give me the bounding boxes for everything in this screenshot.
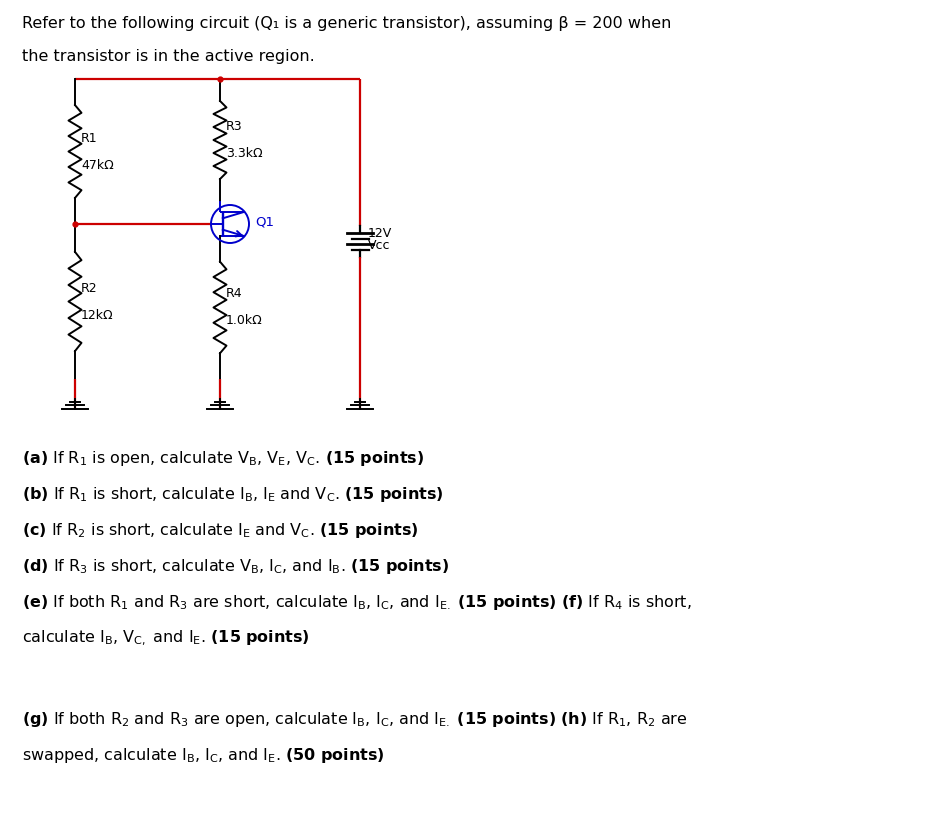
Text: 12V: 12V [368,227,392,240]
Text: 1.0kΩ: 1.0kΩ [226,314,263,328]
Text: 47kΩ: 47kΩ [81,158,113,172]
Text: Vcc: Vcc [368,239,390,252]
Text: 12kΩ: 12kΩ [81,309,113,321]
Text: calculate I$_\mathrm{B}$, V$_\mathrm{C,}$ and I$_\mathrm{E}$. $\mathbf{(15\ poin: calculate I$_\mathrm{B}$, V$_\mathrm{C,}… [22,629,310,648]
Text: Q1: Q1 [255,215,274,229]
Text: 3.3kΩ: 3.3kΩ [226,147,263,160]
Text: the transistor is in the active region.: the transistor is in the active region. [22,49,315,64]
Text: Refer to the following circuit (Q₁ is a generic transistor), assuming β = 200 wh: Refer to the following circuit (Q₁ is a … [22,16,672,31]
Text: R4: R4 [226,288,243,300]
Text: $\mathbf{(d)}$ If R$_3$ is short, calculate V$_\mathrm{B}$, I$_\mathrm{C}$, and : $\mathbf{(d)}$ If R$_3$ is short, calcul… [22,557,449,576]
Text: $\mathbf{(c)}$ If R$_2$ is short, calculate I$_\mathrm{E}$ and V$_\mathrm{C}$. $: $\mathbf{(c)}$ If R$_2$ is short, calcul… [22,521,418,540]
Text: R3: R3 [226,120,243,133]
Text: $\mathbf{(g)}$ If both R$_2$ and R$_3$ are open, calculate I$_\mathrm{B}$, I$_\m: $\mathbf{(g)}$ If both R$_2$ and R$_3$ a… [22,710,688,729]
Text: swapped, calculate I$_\mathrm{B}$, I$_\mathrm{C}$, and I$_\mathrm{E}$. $\mathbf{: swapped, calculate I$_\mathrm{B}$, I$_\m… [22,746,385,765]
Text: $\mathbf{(a)}$ If R$_1$ is open, calculate V$_\mathrm{B}$, V$_\mathrm{E}$, V$_\m: $\mathbf{(a)}$ If R$_1$ is open, calcula… [22,449,424,468]
Text: $\mathbf{(e)}$ If both R$_1$ and R$_3$ are short, calculate I$_\mathrm{B}$, I$_\: $\mathbf{(e)}$ If both R$_1$ and R$_3$ a… [22,593,691,612]
Text: $\mathbf{(b)}$ If R$_1$ is short, calculate I$_\mathrm{B}$, I$_\mathrm{E}$ and V: $\mathbf{(b)}$ If R$_1$ is short, calcul… [22,485,444,504]
Text: R2: R2 [81,282,98,294]
Text: R1: R1 [81,132,98,144]
